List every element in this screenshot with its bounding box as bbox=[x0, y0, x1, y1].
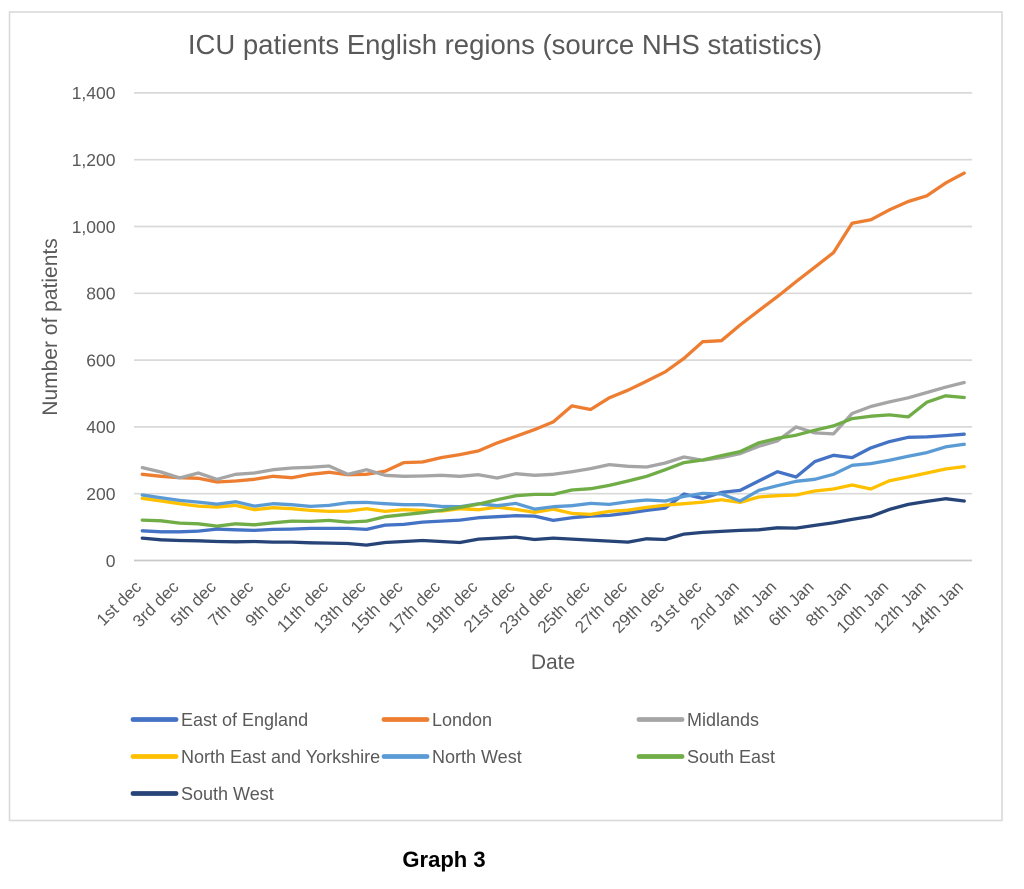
svg-text:1,000: 1,000 bbox=[72, 217, 116, 237]
svg-text:800: 800 bbox=[86, 284, 115, 304]
svg-text:0: 0 bbox=[106, 551, 116, 571]
svg-text:1,400: 1,400 bbox=[72, 83, 116, 103]
svg-text:1,200: 1,200 bbox=[72, 150, 116, 170]
svg-text:South West: South West bbox=[181, 784, 274, 804]
svg-text:200: 200 bbox=[86, 484, 115, 504]
svg-text:Number of patients: Number of patients bbox=[39, 238, 62, 415]
svg-text:400: 400 bbox=[86, 417, 115, 437]
svg-text:East of England: East of England bbox=[181, 710, 308, 730]
svg-text:600: 600 bbox=[86, 350, 115, 370]
svg-text:Midlands: Midlands bbox=[687, 710, 759, 730]
svg-text:London: London bbox=[432, 710, 492, 730]
svg-text:ICU patients English regions (: ICU patients English regions (source NHS… bbox=[188, 29, 822, 60]
svg-text:South East: South East bbox=[687, 747, 775, 767]
svg-text:North West: North West bbox=[432, 747, 522, 767]
svg-text:Graph 3: Graph 3 bbox=[402, 847, 485, 872]
svg-text:Date: Date bbox=[531, 651, 575, 674]
svg-text:North East and Yorkshire: North East and Yorkshire bbox=[181, 747, 380, 767]
